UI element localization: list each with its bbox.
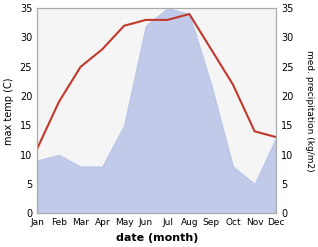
Y-axis label: max temp (C): max temp (C) — [4, 77, 14, 144]
Y-axis label: med. precipitation (kg/m2): med. precipitation (kg/m2) — [305, 50, 314, 172]
X-axis label: date (month): date (month) — [115, 233, 198, 243]
